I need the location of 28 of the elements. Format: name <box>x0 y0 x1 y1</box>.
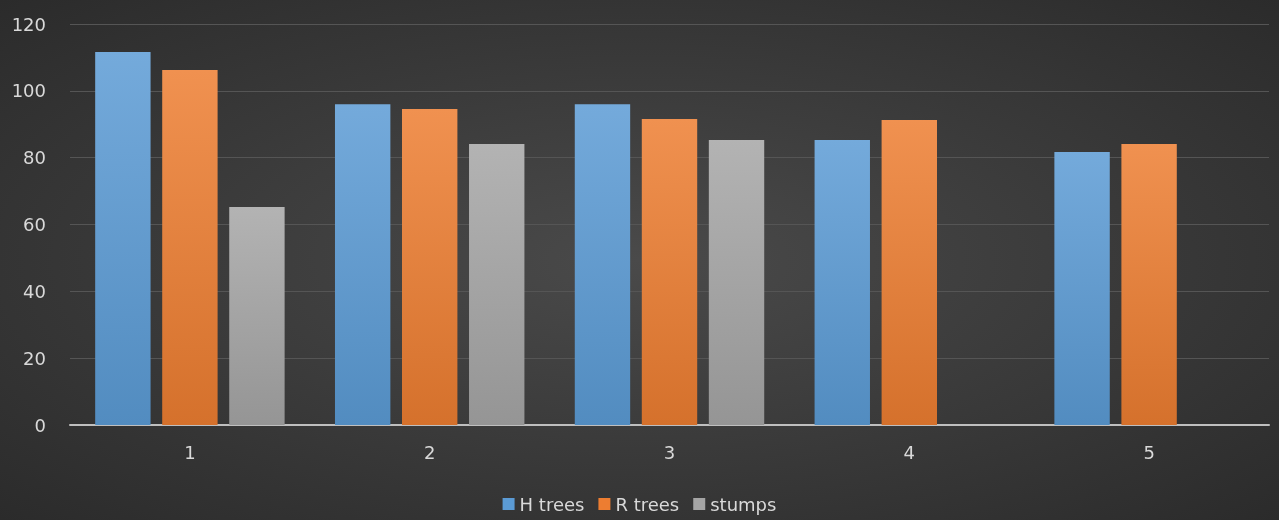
x-tick-label: 4 <box>903 441 916 463</box>
bar <box>469 143 525 425</box>
y-tick-label: 0 <box>34 414 46 436</box>
x-tick-label: 3 <box>663 441 676 463</box>
legend-label: H trees <box>519 493 585 515</box>
legend-label: stumps <box>710 493 777 515</box>
y-tick-label: 120 <box>11 13 46 35</box>
legend-label: R trees <box>615 493 680 515</box>
y-tick-label: 60 <box>23 214 46 235</box>
x-tick-label: 1 <box>184 441 196 463</box>
bar <box>1121 143 1177 425</box>
x-tick-label: 2 <box>423 441 436 463</box>
bar <box>334 104 391 425</box>
y-tick-label: 80 <box>23 147 46 169</box>
bar <box>708 139 765 425</box>
bar <box>814 139 870 425</box>
y-tick-label: 100 <box>11 80 46 102</box>
bar <box>229 207 285 425</box>
y-tick-label: 40 <box>23 280 46 302</box>
bar <box>95 52 151 425</box>
bar <box>574 104 631 425</box>
bar <box>1054 151 1110 425</box>
bar <box>402 108 458 425</box>
bar <box>162 70 218 425</box>
bar <box>641 118 698 425</box>
y-tick-label: 20 <box>23 347 46 369</box>
x-tick-label: 5 <box>1143 441 1155 463</box>
bar <box>881 119 937 425</box>
